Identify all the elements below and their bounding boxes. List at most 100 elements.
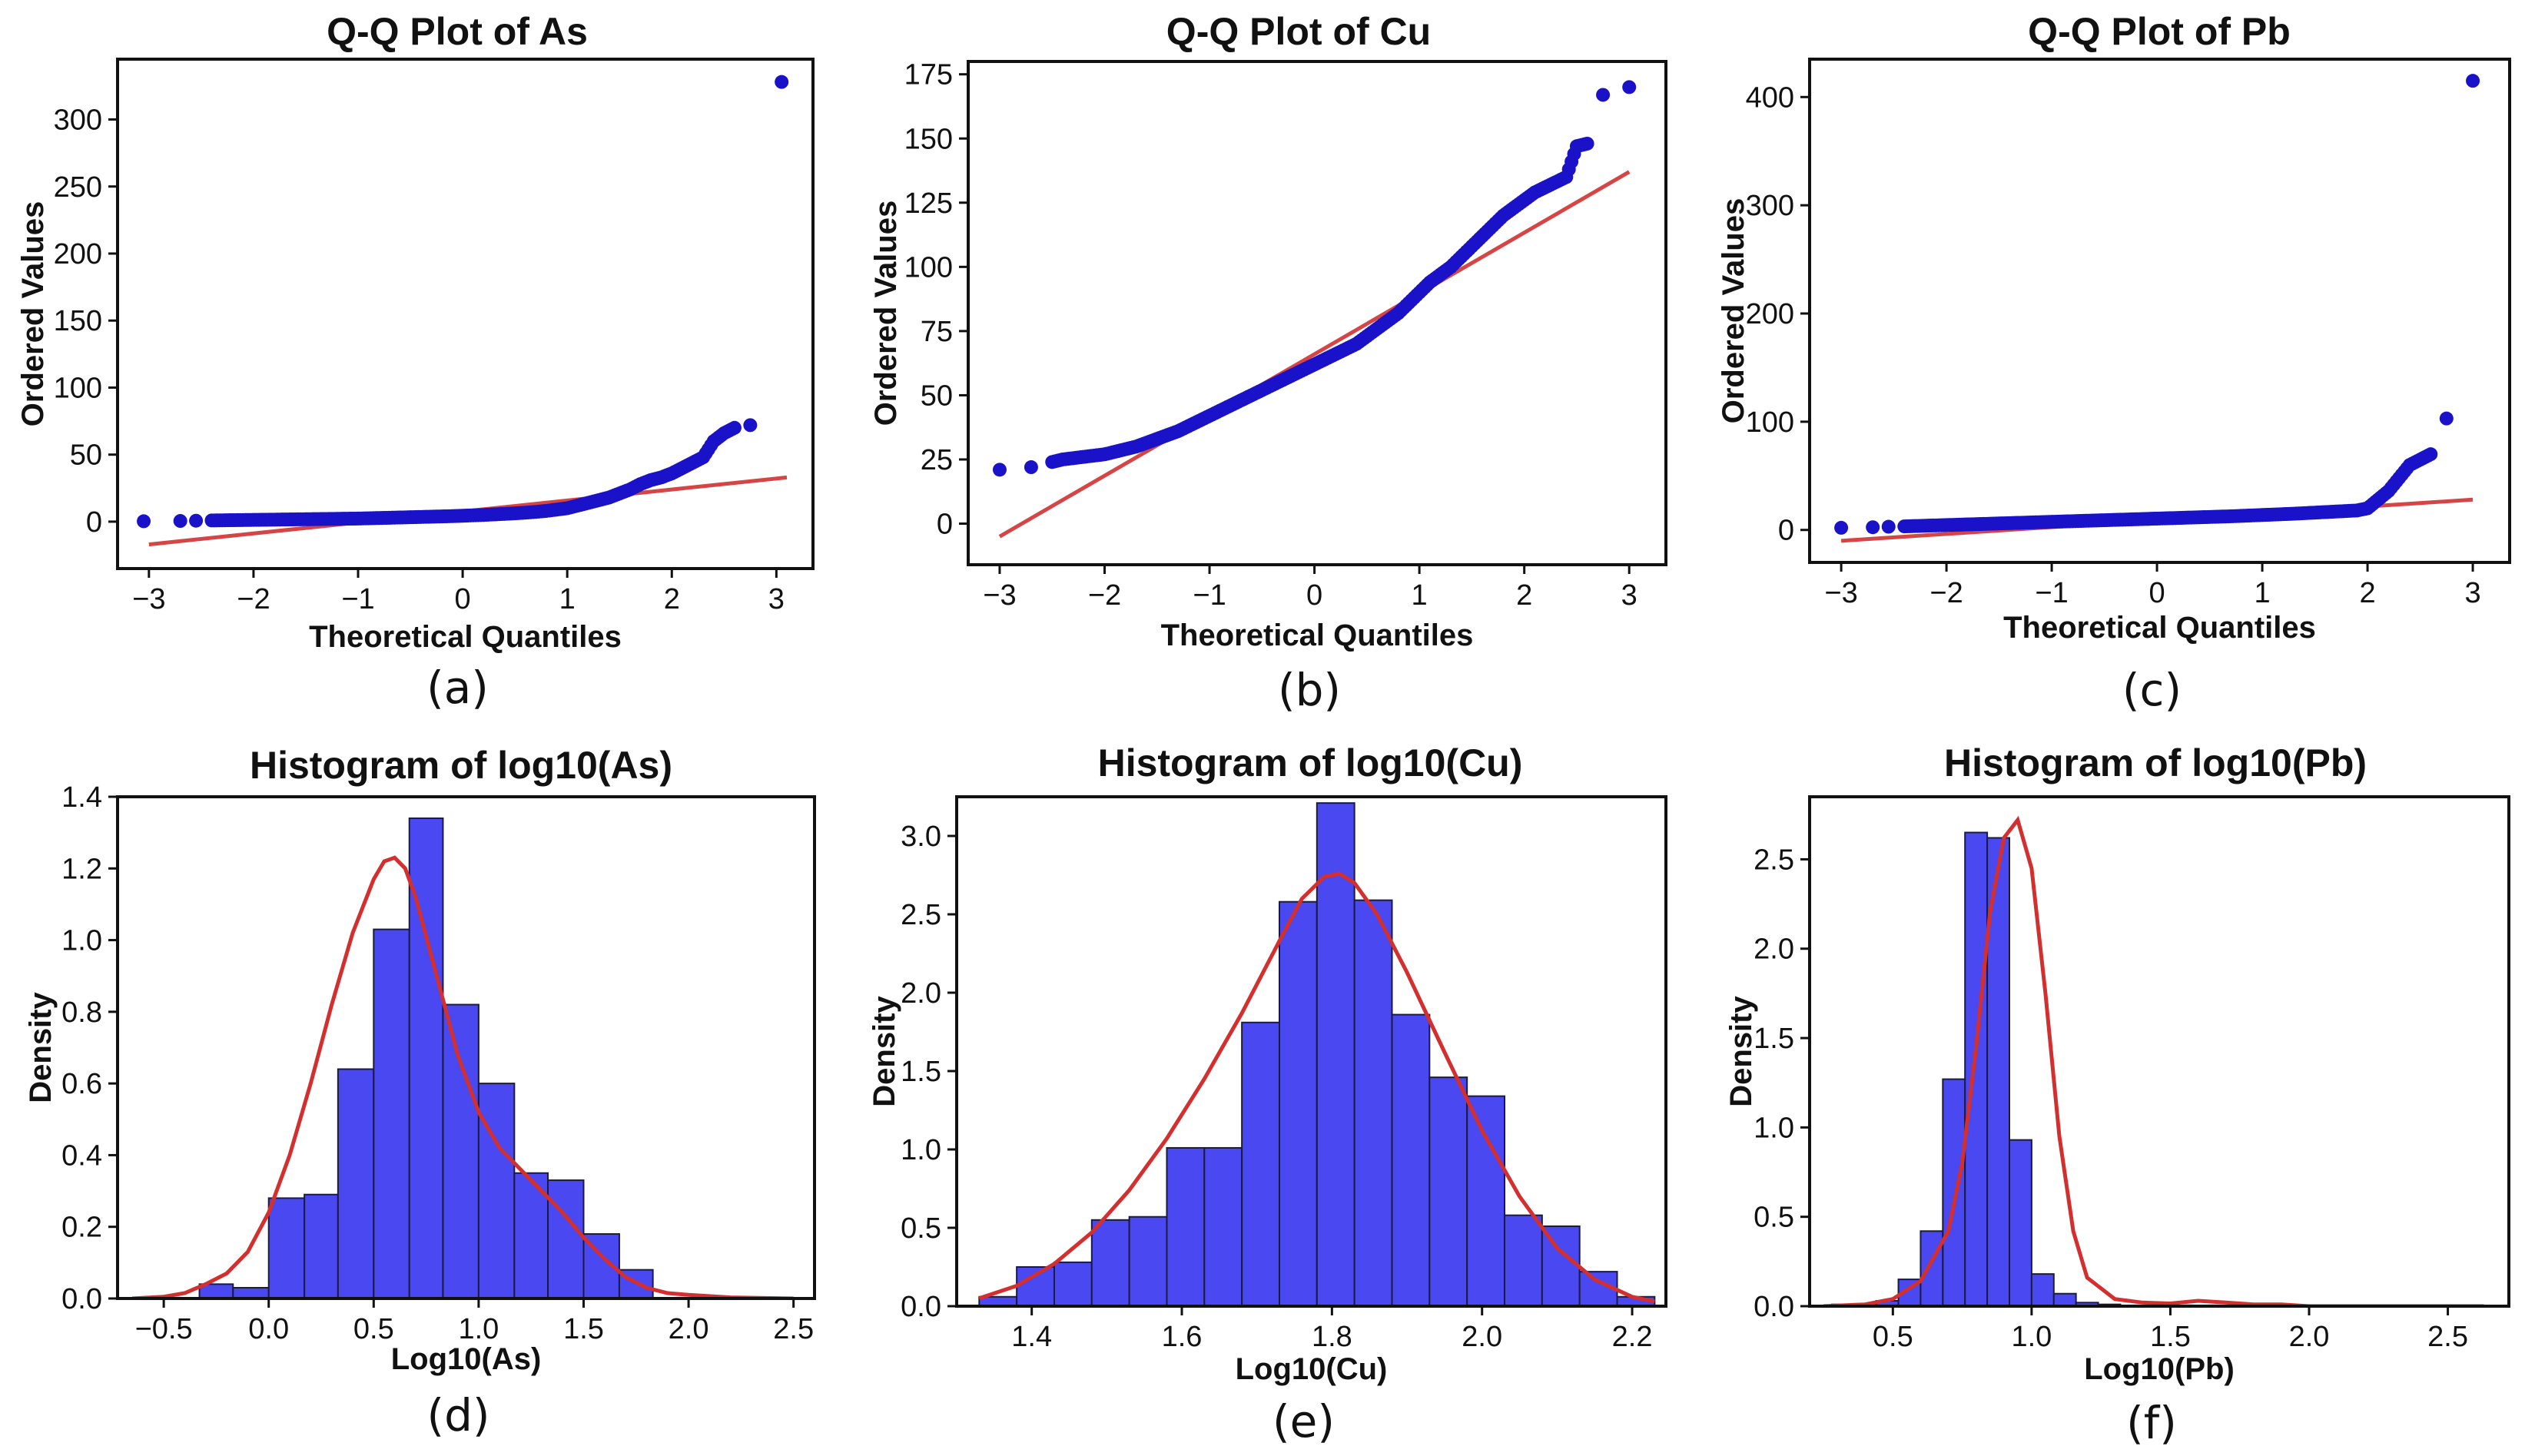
histogram-bar [1353, 899, 1393, 1306]
histogram-bar [2030, 1273, 2055, 1306]
y-tick-label: 0 [937, 509, 953, 541]
x-tick-label: 2.0 [1462, 1321, 1502, 1353]
x-axis-label: Log10(Pb) [2084, 1352, 2235, 1386]
x-tick-label: −3 [1824, 577, 1857, 609]
plot-area [992, 80, 1637, 539]
y-tick-label: 200 [1746, 298, 1794, 330]
x-tick-label: 2 [664, 583, 680, 615]
y-tick-label: 100 [904, 251, 953, 284]
histogram-bar [477, 1083, 516, 1298]
x-tick-label: −1 [2035, 577, 2068, 609]
y-tick-label: 0.4 [61, 1139, 102, 1172]
y-tick-label: 150 [54, 305, 102, 337]
plot-area [137, 75, 789, 547]
y-tick-label: 0.5 [1754, 1202, 1794, 1234]
y-tick-label: 400 [1746, 81, 1794, 114]
data-point [743, 418, 758, 433]
histogram-bar [2052, 1292, 2077, 1306]
x-axis-label: Theoretical Quantiles [309, 620, 622, 654]
x-tick-label: −1 [341, 583, 374, 615]
y-tick-label: 0.0 [1754, 1291, 1794, 1323]
x-tick-label: 1.6 [1162, 1321, 1203, 1353]
y-tick-label: 300 [54, 104, 102, 137]
histogram-bar [1391, 1013, 1431, 1306]
x-tick-label: 2 [1516, 579, 1532, 612]
histogram-bar [1241, 1021, 1280, 1306]
y-tick-label: 100 [1746, 406, 1794, 439]
y-tick-label: 2.0 [901, 977, 941, 1010]
y-tick-label: 1.0 [61, 925, 102, 957]
x-axis-label: Log10(Cu) [1236, 1352, 1388, 1386]
x-tick-label: 0 [1306, 579, 1322, 612]
x-tick-label: −2 [1088, 579, 1121, 612]
y-tick-label: 1.4 [61, 781, 102, 814]
y-tick-label: 150 [904, 123, 953, 155]
x-tick-label: −0.5 [135, 1313, 193, 1345]
y-tick-label: 1.2 [61, 853, 102, 885]
data-point [189, 513, 204, 528]
y-axis-label: Ordered Values [1717, 198, 1750, 423]
y-tick-label: 175 [904, 59, 953, 91]
panel-b: Q-Q Plot of Cu Theoretical Quantiles Order… [869, 10, 1667, 716]
y-tick-label: 0.0 [61, 1283, 102, 1315]
x-tick-label: 1.8 [1312, 1321, 1352, 1353]
panel-sublabel: (e) [1272, 1395, 1335, 1448]
data-point [1866, 520, 1880, 535]
y-tick-label: 1.5 [901, 1056, 941, 1088]
y-tick-label: 0.0 [901, 1291, 941, 1323]
histogram-bar [1466, 1095, 1506, 1306]
x-tick-label: 1 [559, 583, 576, 615]
panel-a: Q-Q Plot of As Theoretical Quantiles Order… [16, 10, 815, 714]
y-tick-label: 0 [86, 506, 102, 539]
plot-frame [955, 795, 1667, 1308]
y-tick-label: 0 [1778, 515, 1794, 547]
y-tick-label: 2.5 [1754, 844, 1794, 876]
histogram-bar [1166, 1146, 1206, 1306]
data-point [173, 514, 187, 529]
x-tick-label: 1.5 [563, 1313, 604, 1345]
x-tick-label: 3 [768, 583, 785, 615]
x-tick-label: 3 [1621, 579, 1637, 612]
histogram-bar [232, 1287, 270, 1298]
x-tick-label: 2.5 [773, 1313, 814, 1345]
histogram-bar [1128, 1216, 1168, 1306]
data-point [1881, 519, 1896, 534]
x-tick-label: 3 [2464, 577, 2480, 609]
x-tick-label: 1 [1412, 579, 1428, 612]
panel-d: Histogram of log10(As) Log10(As) Density (d… [24, 744, 816, 1441]
x-tick-label: 2.5 [2427, 1321, 2468, 1353]
panel-e: Histogram of log10(Cu) Log10(Cu) Density (e… [868, 741, 1667, 1448]
x-tick-label: −2 [1929, 577, 1963, 609]
data-point [1024, 460, 1038, 475]
x-tick-label: −1 [1193, 579, 1226, 612]
data-point [992, 463, 1007, 477]
chart-title: Histogram of log10(As) [250, 744, 672, 787]
panel-c: Q-Q Plot of Pb Theoretical Quantiles Order… [1717, 10, 2511, 716]
x-tick-label: 1.0 [2011, 1321, 2052, 1353]
histogram-bar [1541, 1225, 1581, 1306]
data-point [1596, 88, 1611, 102]
y-axis-label: Ordered Values [869, 201, 903, 426]
panel-sublabel: (c) [2122, 664, 2182, 716]
y-tick-label: 0.6 [61, 1068, 102, 1100]
y-tick-label: 250 [54, 171, 102, 204]
y-tick-label: 75 [921, 316, 953, 348]
y-tick-label: 2.0 [1754, 934, 1794, 966]
x-tick-label: 2 [2359, 577, 2375, 609]
x-tick-label: 0 [455, 583, 471, 615]
y-tick-label: 25 [921, 444, 953, 476]
y-axis-label: Density [1724, 996, 1758, 1107]
histogram-bar [1090, 1219, 1130, 1306]
y-tick-label: 50 [70, 439, 102, 472]
data-point [1834, 520, 1849, 535]
data-point [2466, 74, 2480, 88]
y-tick-label: 1.0 [1754, 1112, 1794, 1144]
x-axis-label: Theoretical Quantiles [2003, 611, 2316, 645]
density-curve [978, 871, 1655, 1304]
panel-sublabel: (b) [1278, 664, 1341, 716]
plot-frame [1808, 58, 2511, 564]
y-tick-label: 3.0 [901, 821, 941, 853]
histogram-bar [1278, 900, 1318, 1306]
histogram-bar [373, 928, 410, 1298]
density-curve [131, 855, 794, 1298]
